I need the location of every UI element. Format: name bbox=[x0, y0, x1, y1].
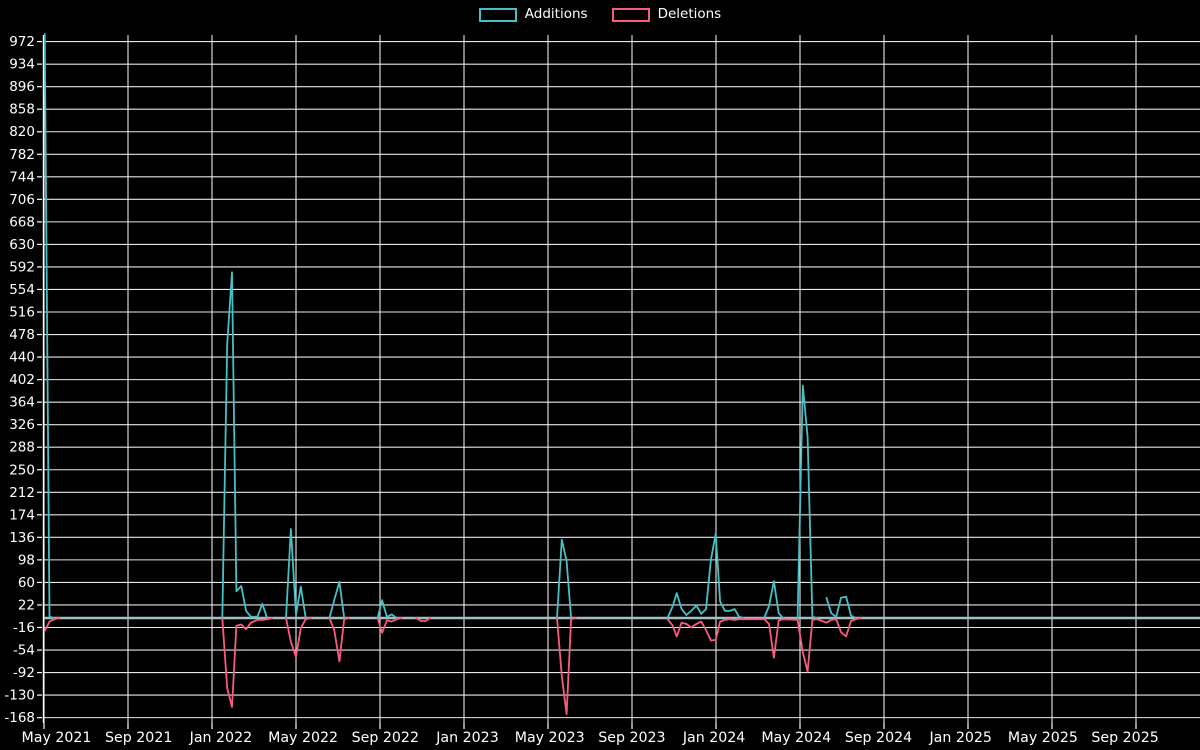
x-tick-label: May 2023 bbox=[515, 730, 585, 746]
additions-line bbox=[328, 580, 346, 619]
y-tick-label: 706 bbox=[9, 192, 35, 208]
y-tick-label: 934 bbox=[9, 57, 35, 73]
x-tick-label: May 2025 bbox=[1008, 730, 1078, 746]
y-tick-label: 820 bbox=[9, 124, 35, 140]
x-tick-label: Sep 2025 bbox=[1091, 730, 1158, 746]
y-tick-label: 60 bbox=[18, 575, 35, 591]
y-tick-label: 896 bbox=[9, 79, 35, 95]
y-tick-label: 592 bbox=[9, 259, 35, 275]
deletions-line bbox=[285, 617, 312, 658]
y-tick-label: 136 bbox=[9, 530, 35, 546]
deletions-line bbox=[666, 617, 862, 673]
y-tick-label: -130 bbox=[4, 688, 35, 704]
y-tick-label: 554 bbox=[9, 282, 35, 298]
deletions-line bbox=[556, 617, 577, 715]
y-tick-label: 250 bbox=[9, 462, 35, 478]
x-tick-label: May 2022 bbox=[268, 730, 338, 746]
y-tick-label: 668 bbox=[9, 214, 35, 230]
legend-item-additions[interactable]: Additions bbox=[478, 6, 588, 22]
x-tick-label: Sep 2022 bbox=[352, 730, 419, 746]
y-tick-label: 630 bbox=[9, 237, 35, 253]
additions-line bbox=[285, 528, 307, 619]
x-tick-label: Sep 2021 bbox=[105, 730, 172, 746]
y-tick-label: 972 bbox=[9, 34, 35, 50]
y-tick-label: 288 bbox=[9, 440, 35, 456]
x-tick-label: Jan 2023 bbox=[435, 730, 499, 746]
legend-label-deletions: Deletions bbox=[657, 6, 722, 22]
y-tick-label: 516 bbox=[9, 305, 35, 321]
y-tick-label: 22 bbox=[18, 597, 35, 613]
additions-line bbox=[376, 599, 398, 619]
legend-item-deletions[interactable]: Deletions bbox=[611, 6, 722, 22]
deletions-line bbox=[221, 617, 273, 708]
y-tick-label: 364 bbox=[9, 395, 35, 411]
y-tick-label: -54 bbox=[13, 643, 35, 659]
y-tick-label: 440 bbox=[9, 350, 35, 366]
y-tick-label: 326 bbox=[9, 417, 35, 433]
deletions-line bbox=[44, 617, 61, 632]
y-tick-label: 478 bbox=[9, 327, 35, 343]
y-tick-label: 98 bbox=[18, 552, 35, 568]
deletions-line bbox=[328, 617, 350, 663]
deletions-line bbox=[415, 617, 432, 622]
y-tick-label: -16 bbox=[13, 620, 35, 636]
legend-label-additions: Additions bbox=[524, 6, 588, 22]
y-tick-label: -168 bbox=[4, 710, 35, 726]
x-tick-label: May 2024 bbox=[761, 730, 831, 746]
additions-line bbox=[825, 595, 857, 619]
additions-line bbox=[763, 580, 784, 619]
legend: Additions Deletions bbox=[0, 7, 1200, 22]
additions-line bbox=[44, 33, 56, 619]
x-tick-label: Jan 2024 bbox=[682, 730, 746, 746]
additions-line bbox=[221, 271, 269, 619]
x-tick-label: Jan 2025 bbox=[928, 730, 992, 746]
y-tick-label: -92 bbox=[13, 665, 35, 681]
additions-swatch-icon bbox=[478, 7, 517, 22]
y-tick-label: 858 bbox=[9, 102, 35, 118]
x-tick-label: Jan 2022 bbox=[189, 730, 253, 746]
x-tick-label: Sep 2023 bbox=[598, 730, 665, 746]
x-tick-label: May 2021 bbox=[22, 730, 92, 746]
x-tick-label: Sep 2024 bbox=[845, 730, 912, 746]
y-tick-label: 174 bbox=[9, 507, 35, 523]
y-tick-label: 744 bbox=[9, 169, 35, 185]
additions-line bbox=[666, 532, 745, 619]
y-tick-label: 782 bbox=[9, 147, 35, 163]
deletions-swatch-icon bbox=[611, 7, 650, 22]
deletions-line bbox=[376, 617, 403, 634]
additions-line bbox=[796, 384, 819, 619]
y-tick-label: 402 bbox=[9, 372, 35, 388]
y-tick-label: 212 bbox=[9, 485, 35, 501]
additions-line bbox=[556, 538, 572, 619]
